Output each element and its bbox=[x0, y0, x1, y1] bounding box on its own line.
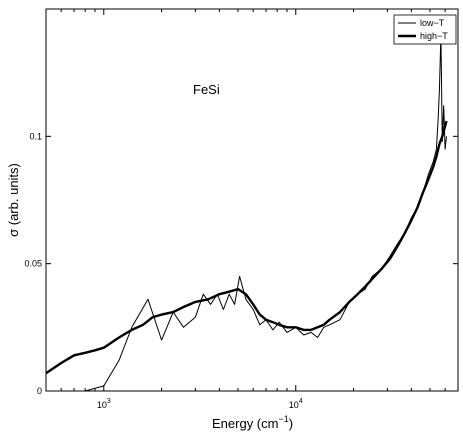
series-line-low-t bbox=[85, 34, 447, 391]
legend-box bbox=[393, 14, 457, 45]
x-tick-exponent: 4 bbox=[299, 398, 303, 405]
legend-label-low-t: low−T bbox=[420, 18, 445, 28]
x-tick-base: 10 bbox=[97, 400, 107, 410]
legend: low−T high−T bbox=[393, 14, 457, 45]
plot-frame bbox=[45, 8, 459, 392]
x-axis-label-exponent: −1 bbox=[278, 414, 288, 424]
y-axis: 0 0.05 0.1 bbox=[24, 131, 458, 396]
x-tick-exponent: 3 bbox=[107, 398, 111, 405]
annotation-label: FeSi bbox=[193, 82, 220, 97]
y-tick-label: 0.05 bbox=[24, 259, 42, 269]
x-axis: 103 104 bbox=[45, 9, 459, 410]
x-axis-label-main: Energy (cm bbox=[212, 416, 278, 431]
y-axis-label: σ (arb. units) bbox=[6, 163, 21, 237]
y-tick-label: 0.1 bbox=[29, 131, 42, 141]
legend-label-high-t: high−T bbox=[420, 31, 448, 41]
series-line-high-t bbox=[46, 120, 448, 375]
plot-area bbox=[46, 34, 448, 391]
x-axis-label: Energy (cm−1) bbox=[212, 414, 293, 431]
x-tick-label: 103 bbox=[97, 398, 111, 410]
x-tick-base: 10 bbox=[289, 400, 299, 410]
y-tick-label: 0 bbox=[37, 386, 42, 396]
x-tick-label: 104 bbox=[289, 398, 303, 410]
x-axis-label-close: ) bbox=[289, 416, 293, 431]
